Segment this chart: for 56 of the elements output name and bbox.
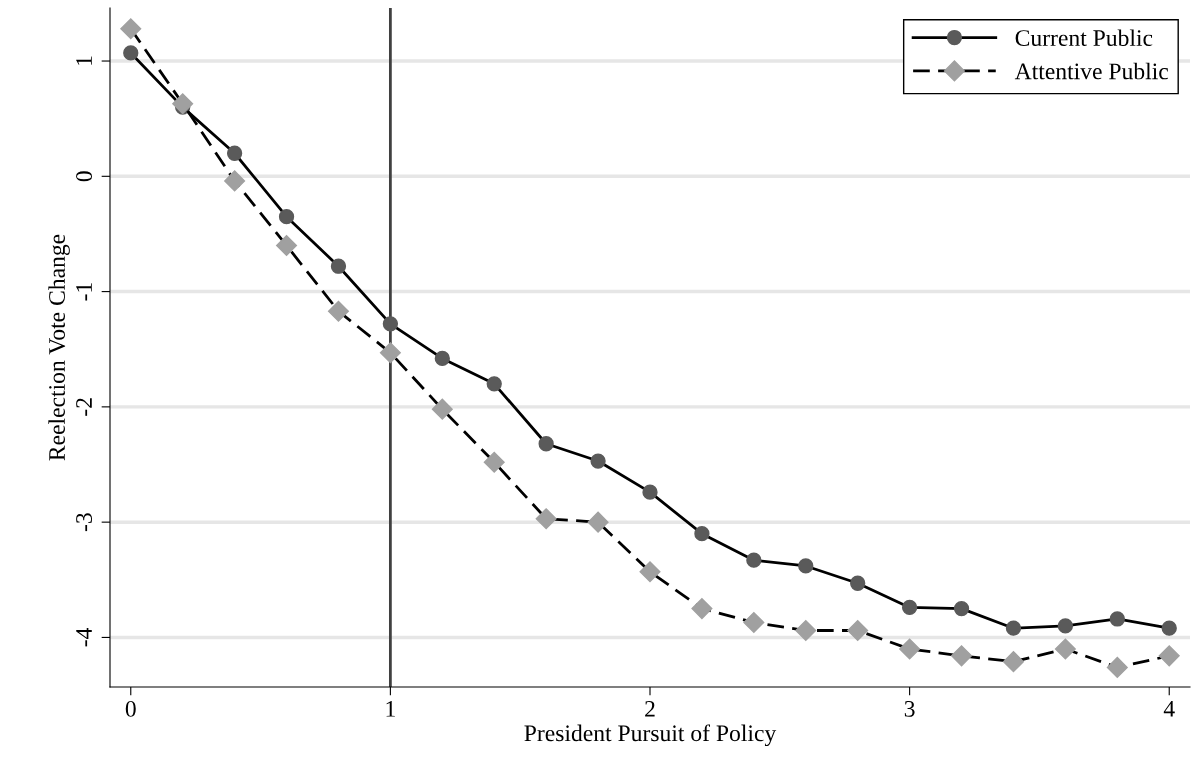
point (483, 451, 505, 473)
y-tick-label: -2 (76, 398, 92, 416)
x-tick-label: 4 (1163, 701, 1175, 717)
point (278, 209, 295, 225)
point (276, 234, 298, 256)
point (224, 170, 246, 192)
point (1109, 611, 1125, 627)
point (901, 599, 918, 616)
point (379, 342, 401, 364)
y-tick-label: 0 (76, 171, 93, 182)
point (172, 93, 194, 115)
x-tick-label: 1 (386, 700, 395, 717)
point (1106, 656, 1128, 678)
y-tick-label: 1 (76, 56, 92, 65)
point (486, 376, 502, 392)
point (434, 350, 450, 367)
point (850, 575, 866, 591)
point (431, 398, 453, 420)
point (642, 484, 658, 500)
point (743, 611, 765, 633)
x-tick-label: 2 (645, 700, 655, 717)
point (953, 600, 970, 617)
point (798, 558, 814, 574)
point (951, 645, 973, 667)
legend-label: Current Public (1015, 29, 1153, 47)
point (535, 508, 557, 530)
y-tick-label: -1 (76, 283, 92, 301)
point (587, 511, 609, 533)
point (847, 619, 869, 642)
point (691, 598, 713, 620)
x-axis-title: President Pursuit of Policy (524, 724, 777, 747)
point (1161, 620, 1177, 636)
point (330, 258, 347, 274)
point (694, 526, 710, 542)
point (120, 18, 142, 40)
x-tick-label: 3 (904, 700, 915, 717)
y-tick-label: -3 (76, 513, 93, 532)
point (1054, 638, 1076, 660)
x-tick-label: 0 (125, 700, 136, 717)
point (1002, 651, 1024, 673)
point (1057, 618, 1074, 634)
point (746, 552, 762, 568)
legend-label: Attentive Public (1014, 62, 1169, 80)
point (639, 561, 661, 583)
point (327, 300, 349, 322)
point (1005, 620, 1022, 636)
point (382, 316, 399, 332)
y-axis-title: Reelection Vote Change (48, 234, 70, 461)
point (1158, 645, 1180, 667)
point (123, 45, 139, 61)
point (538, 436, 554, 452)
point (899, 638, 921, 660)
point (590, 453, 606, 469)
point (795, 619, 817, 642)
y-tick-label: -4 (76, 627, 92, 647)
point (226, 145, 243, 161)
